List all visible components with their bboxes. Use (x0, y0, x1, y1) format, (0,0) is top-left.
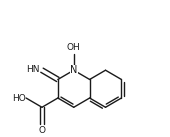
Text: HO: HO (12, 94, 25, 102)
Text: O: O (38, 126, 45, 135)
Text: HN: HN (27, 65, 40, 74)
Text: N: N (70, 65, 77, 75)
Text: OH: OH (67, 43, 81, 52)
